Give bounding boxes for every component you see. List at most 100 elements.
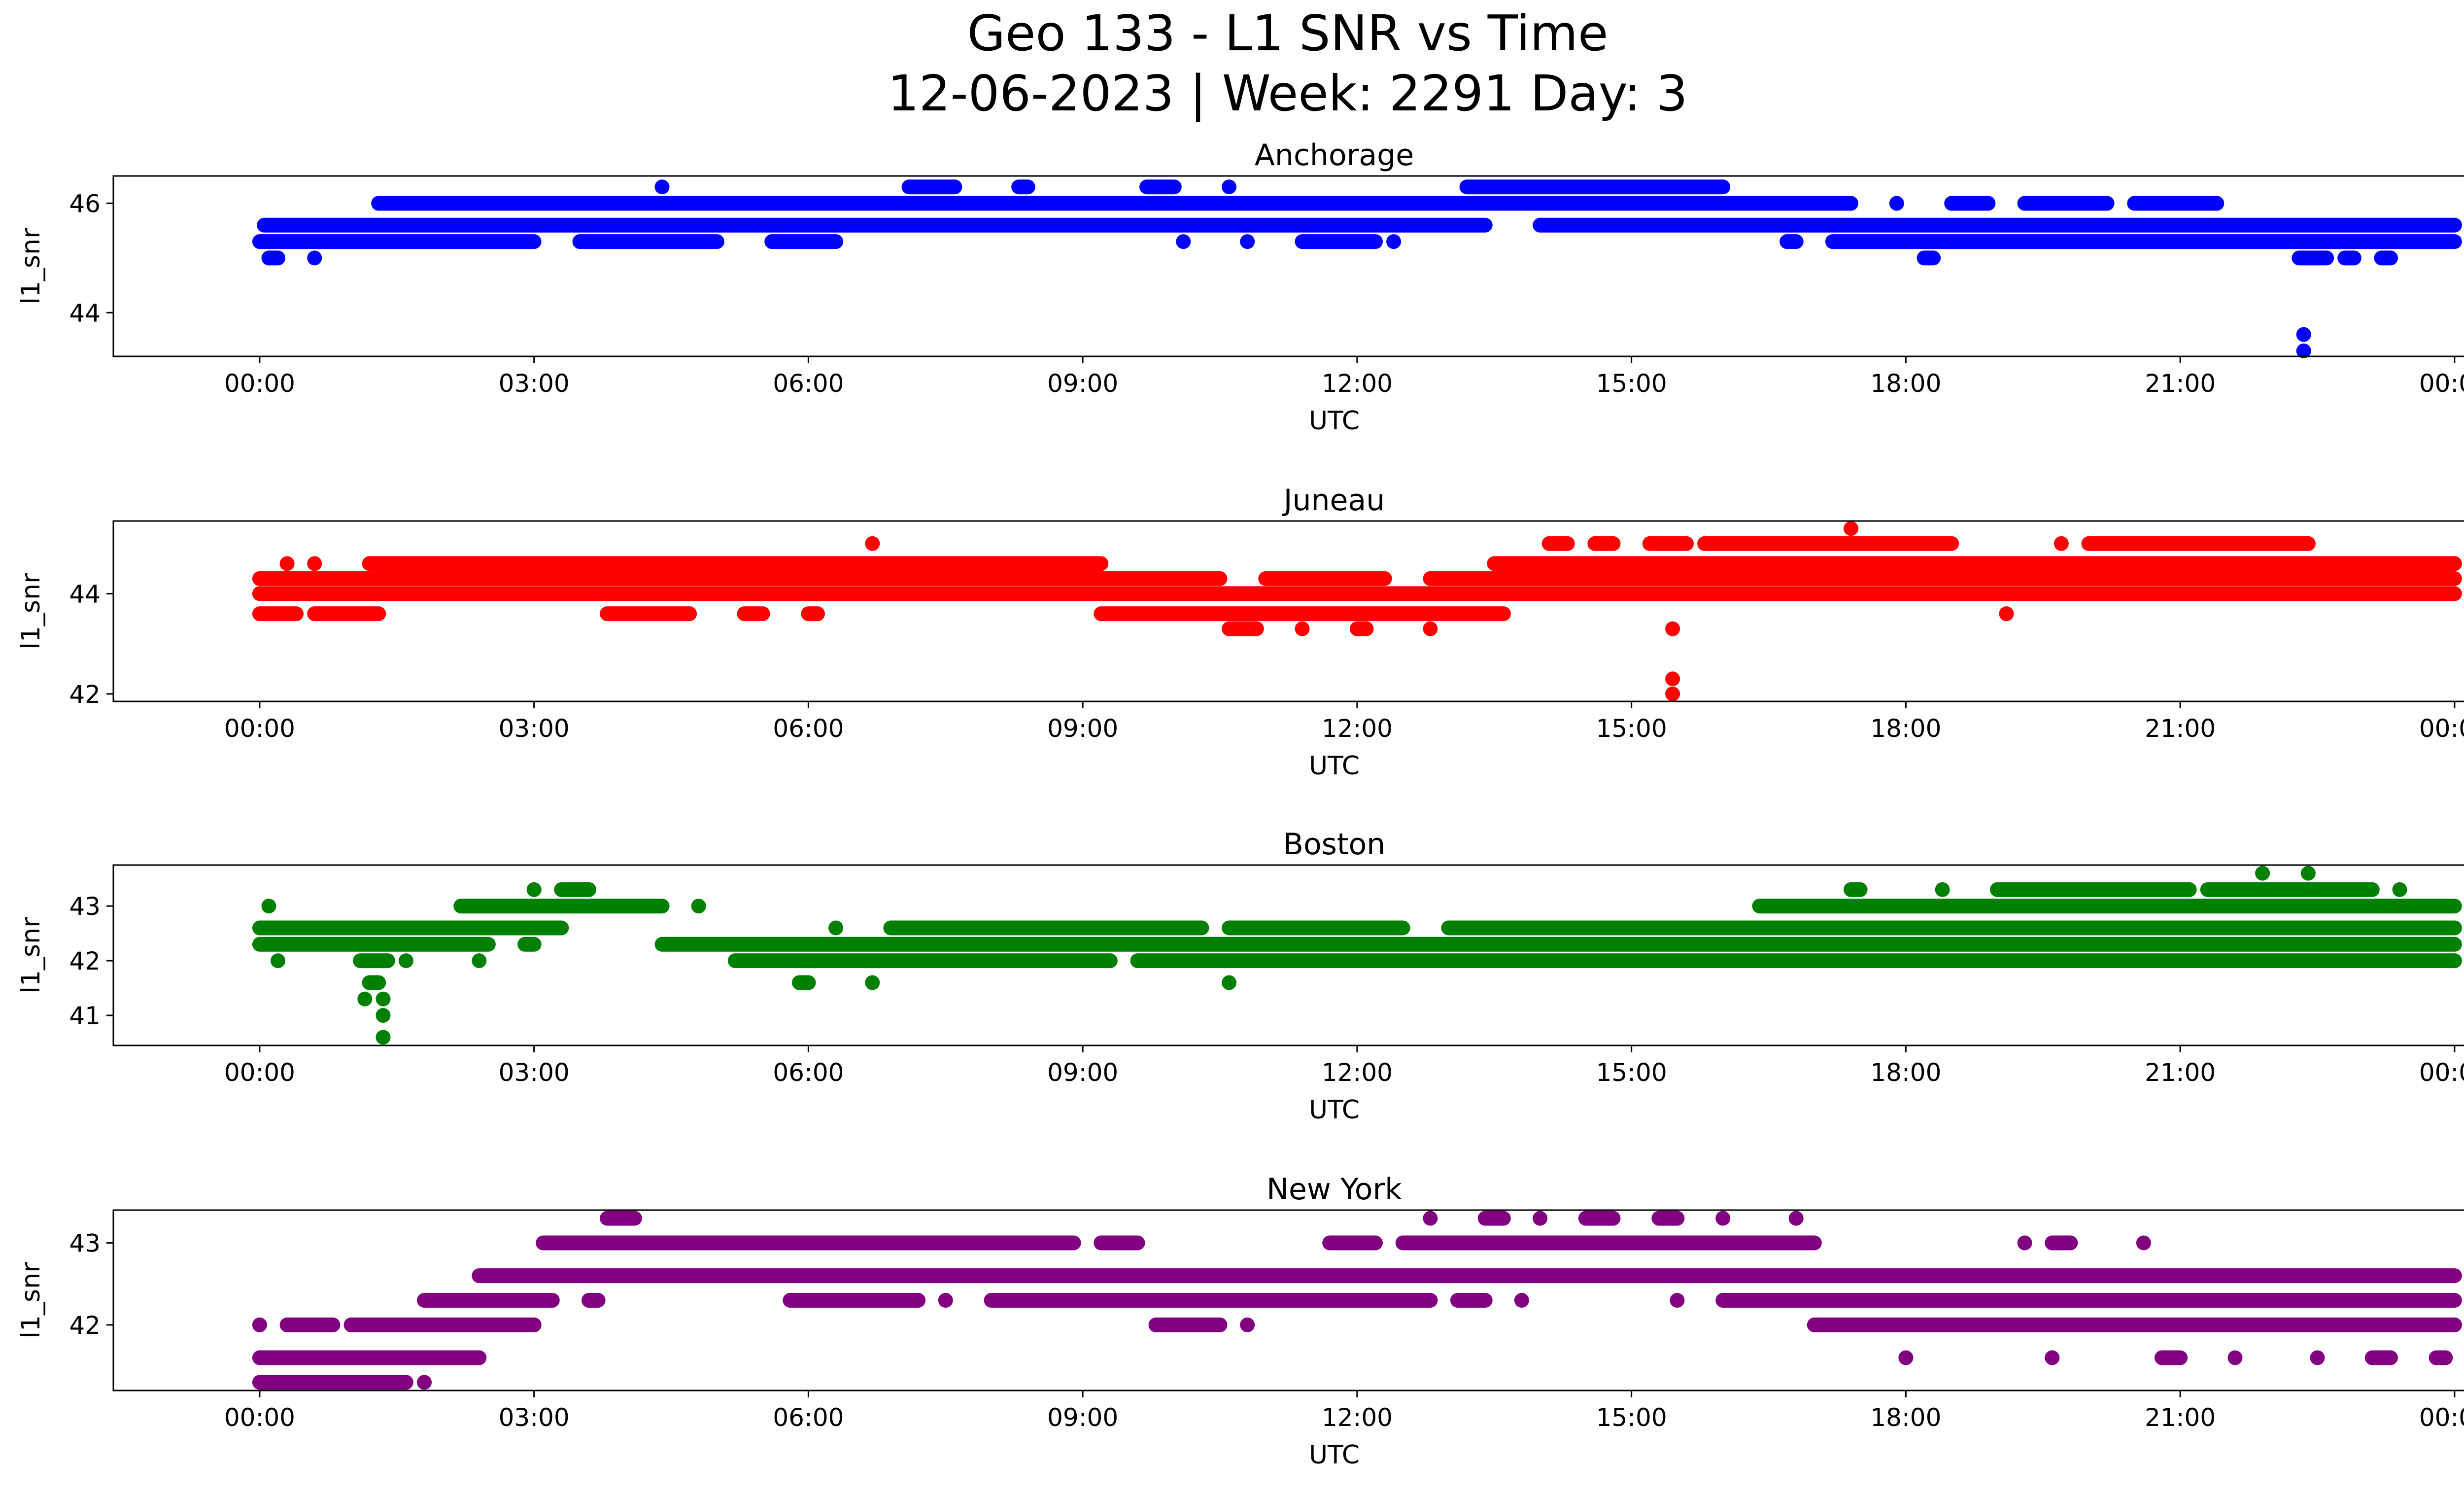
data-point [2136, 1235, 2151, 1251]
x-tick-label: 09:00 [1047, 714, 1118, 743]
data-point [2227, 1350, 2243, 1365]
data-point [2017, 1235, 2032, 1251]
data-point [1176, 234, 1191, 249]
x-tick-label: 21:00 [2145, 1403, 2216, 1432]
data-run [600, 606, 697, 622]
data-run [1477, 1211, 1511, 1226]
data-point [1386, 234, 1402, 249]
data-run [261, 250, 286, 266]
data-point [252, 1317, 267, 1332]
data-point [1935, 882, 1950, 897]
data-point [1665, 671, 1680, 687]
x-axis-label: UTC [1309, 751, 1360, 781]
subplot-1: Anchorage 00:00 03:00 06:00 09:00 12:00 15:00 1… [16, 138, 2464, 436]
x-tick-label: 12:00 [1322, 714, 1393, 743]
data-run [984, 1293, 1438, 1308]
data-run [654, 937, 2462, 952]
data-point [472, 953, 487, 969]
subplot-4: New York 00:00 03:00 06:00 09:00 12:00 15:00 18… [16, 1172, 2464, 1470]
data-run [1450, 1293, 1493, 1308]
chart-title-line-1: Geo 133 - L1 SNR vs Time [967, 4, 1608, 62]
data-run [517, 937, 542, 952]
data-point [357, 991, 373, 1007]
data-run [554, 882, 596, 897]
x-tick-label: 12:00 [1322, 369, 1393, 398]
data-run [1423, 571, 2462, 586]
data-point [417, 1375, 432, 1390]
data-run [791, 975, 816, 990]
data-point [1844, 521, 1858, 536]
data-run [252, 1350, 487, 1365]
data-run [783, 1293, 926, 1308]
data-point [526, 882, 542, 897]
data-point [1514, 1293, 1529, 1308]
data-run [1780, 234, 1804, 249]
subplot-title: Boston [1283, 827, 1385, 862]
data-run [362, 556, 1109, 571]
data-point [2310, 1350, 2325, 1365]
data-run [901, 179, 962, 195]
data-run [1533, 217, 2462, 233]
data-point [2255, 866, 2270, 881]
data-point [1665, 621, 1680, 636]
x-axis-label: UTC [1309, 1095, 1360, 1125]
x-tick-label: 00:00 [2419, 369, 2464, 398]
series-markers-1 [252, 179, 2462, 358]
data-run [1990, 882, 2197, 897]
subplot-2: Juneau 00:00 03:00 06:00 09:00 12:00 15:00 18:0… [16, 483, 2464, 781]
data-point [279, 556, 295, 571]
x-tick-label: 00:00 [224, 1058, 295, 1087]
data-run [1441, 920, 2462, 936]
x-tick-label: 06:00 [773, 1058, 844, 1087]
data-run [1349, 621, 1374, 636]
data-point [1715, 1211, 1731, 1226]
data-run [2337, 250, 2361, 266]
data-run [1094, 1235, 1145, 1251]
data-run [1587, 536, 1621, 551]
series-markers-2 [252, 521, 2462, 701]
data-run [883, 920, 1209, 936]
data-run [536, 1235, 1081, 1251]
data-point [307, 556, 322, 571]
data-run [472, 1268, 2462, 1284]
subplot-title: Juneau [1282, 483, 1385, 518]
data-run [1395, 1235, 1822, 1251]
data-run [572, 234, 724, 249]
data-point [938, 1293, 953, 1308]
x-axis-label: UTC [1309, 406, 1360, 436]
x-tick-label: 21:00 [2145, 1058, 2216, 1087]
data-point [1423, 621, 1438, 636]
subplot-title: New York [1266, 1172, 1402, 1207]
y-tick-label: 46 [69, 189, 101, 218]
data-point [2296, 327, 2311, 342]
y-tick-label: 44 [69, 580, 101, 608]
data-run [453, 899, 670, 914]
data-point [376, 991, 391, 1007]
data-point [1222, 975, 1237, 990]
y-tick-label: 43 [69, 1229, 101, 1258]
x-tick-label: 09:00 [1047, 369, 1118, 398]
x-tick-label: 00:00 [224, 714, 295, 743]
data-run [2374, 250, 2398, 266]
data-run [1295, 234, 1383, 249]
x-tick-label: 18:00 [1870, 369, 1941, 398]
y-tick-label: 42 [69, 1311, 101, 1340]
y-axis-label: l1_snr [16, 917, 46, 994]
data-point [1999, 606, 2014, 622]
x-axis-label: UTC [1309, 1440, 1360, 1470]
data-point [376, 1008, 391, 1023]
data-run [582, 1293, 606, 1308]
data-run [2081, 536, 2316, 551]
data-run [1258, 571, 1392, 586]
data-run [2045, 1235, 2078, 1251]
data-run [2017, 196, 2115, 211]
x-tick-label: 03:00 [499, 1403, 570, 1432]
data-run [1130, 953, 2462, 969]
data-run [1715, 1293, 2462, 1308]
data-point [1889, 196, 1904, 211]
data-run [279, 1317, 341, 1332]
plot-frame [112, 175, 2464, 357]
x-tick-label: 12:00 [1322, 1403, 1393, 1432]
data-run [307, 606, 386, 622]
